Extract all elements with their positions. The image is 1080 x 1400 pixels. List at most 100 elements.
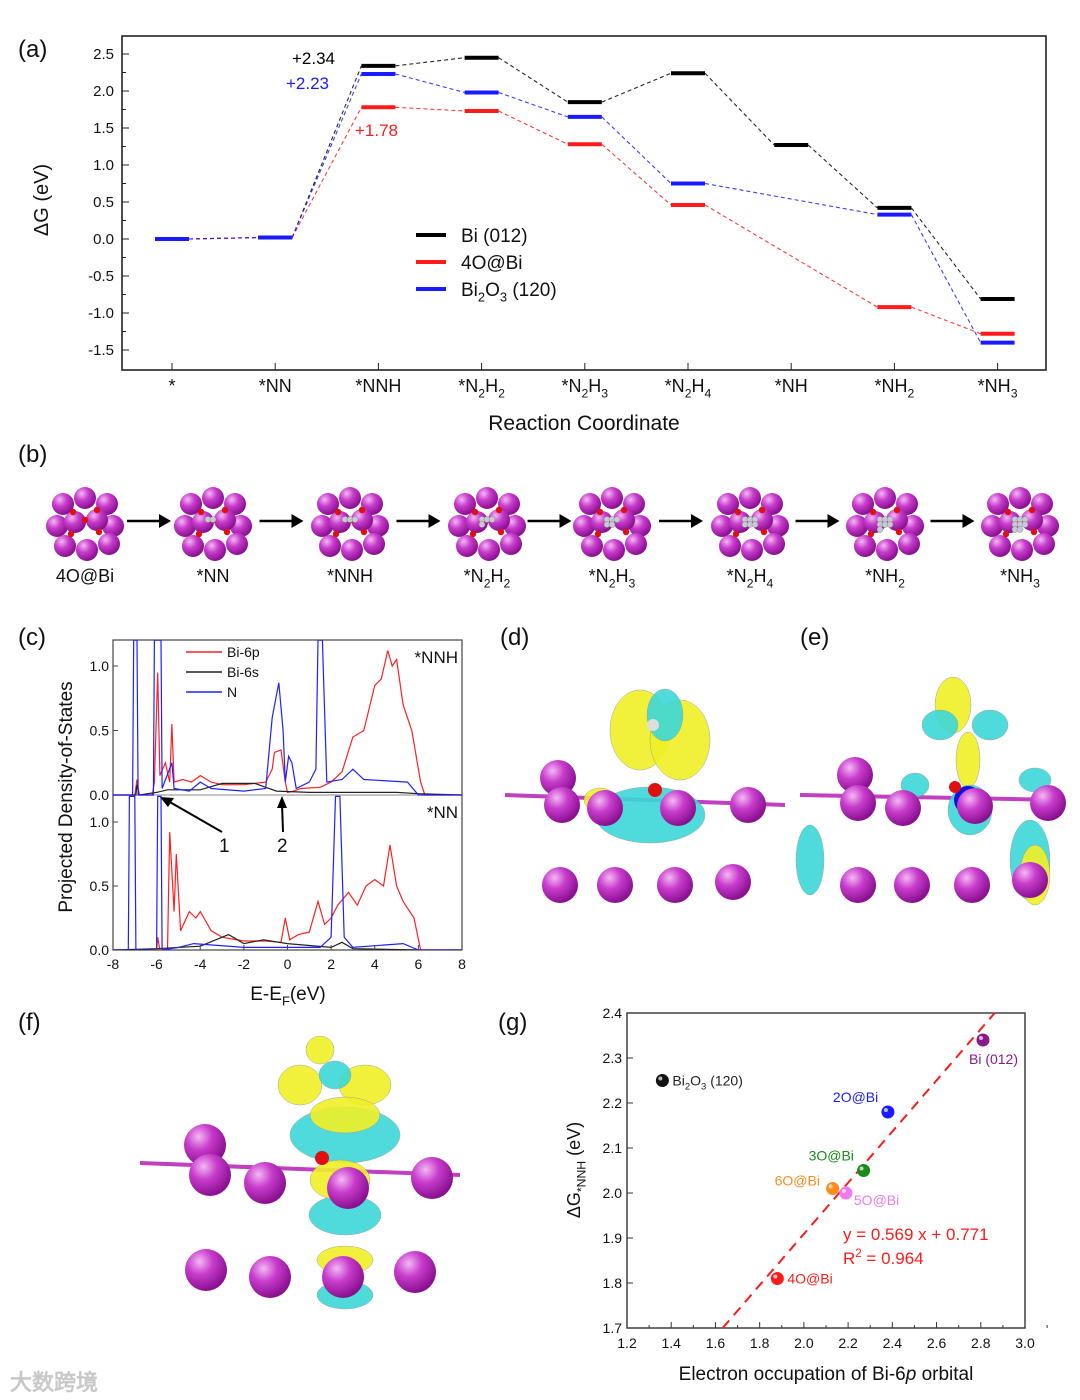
panel-label-e: (e): [800, 624, 829, 651]
text-part: *NH: [775, 376, 808, 396]
adsorbate-atom: [351, 516, 359, 523]
text-part: 5O@Bi: [854, 1192, 899, 1208]
text-part: O: [485, 280, 500, 301]
bi-atom: [763, 533, 785, 555]
legend-label: N: [227, 684, 237, 700]
o-atom: [471, 508, 479, 516]
x-tick-label: 8: [458, 956, 466, 972]
legend-label: Bi (012): [461, 226, 528, 247]
structure-label: *N2​H4​: [727, 566, 774, 590]
structure-label: *NNH: [327, 566, 373, 586]
o-atom: [332, 530, 340, 538]
text-part: *NNH: [355, 376, 401, 396]
structure-label: *NN: [196, 566, 229, 586]
o-atom: [867, 530, 875, 538]
bi-atom: [1011, 539, 1033, 561]
connector-line: [704, 182, 878, 216]
y-tick-label: 0.0: [90, 787, 110, 803]
o-atom: [497, 528, 505, 536]
subplot-label: *NNH: [415, 648, 458, 667]
bi-atom: [174, 515, 196, 537]
fit-r-squared: R2​ = 0.964: [843, 1248, 924, 1268]
connector-line: [601, 72, 672, 103]
bi-atom: [411, 1157, 453, 1199]
connector-line: [498, 57, 569, 103]
pdos-line-bi-6s: [113, 933, 462, 950]
bi-atom: [46, 515, 68, 537]
text-part: Bi (012): [969, 1051, 1018, 1067]
text-part: 2: [484, 576, 491, 590]
o-atom: [1002, 530, 1010, 538]
adsorbate-atom: [478, 521, 486, 528]
arrow-head-icon: [962, 514, 975, 528]
arrow-label-2: 2: [277, 836, 288, 857]
o-atom: [495, 506, 503, 514]
bi-atom: [852, 493, 874, 515]
point-label: 5O@Bi: [854, 1192, 899, 1208]
o-atom: [221, 506, 229, 514]
pdos-line-n: [113, 640, 462, 796]
bi-atom: [625, 533, 647, 555]
point-label: 6O@Bi: [775, 1173, 820, 1189]
y-tick-label: 1.0: [93, 157, 114, 174]
bi-atom: [837, 757, 873, 793]
energy-annotation: +1.78: [355, 121, 398, 140]
o-atom: [622, 528, 630, 536]
x-tick-label: 1.2: [617, 1335, 637, 1351]
bi-atom: [182, 535, 204, 557]
structure-label: *N2​H3​: [589, 566, 636, 590]
x-tick-label: *NH3​: [978, 376, 1018, 400]
bi-atom: [657, 867, 693, 903]
o-atom: [648, 783, 662, 797]
x-tick-label: -8: [107, 956, 120, 972]
text-part: *NH: [978, 376, 1011, 396]
text-part: *N: [589, 566, 609, 586]
panel-label-d: (d): [500, 624, 529, 651]
text-part: 4O@Bi: [56, 566, 114, 586]
legend-label: Bi-6p: [227, 644, 260, 660]
text-part: *NNH: [327, 566, 373, 586]
x-tick-label: 3.0: [1015, 1335, 1035, 1351]
adsorbate-atom: [1021, 521, 1029, 528]
free-energy-diagram: 2.5 2.0 1.5 1.0 0.5 0.0 -0.5 -1.0 -1.5 * *NN *NNH *N…: [31, 35, 1047, 435]
text-part: 2: [478, 290, 485, 305]
panel-label-g: (g): [498, 1009, 527, 1036]
charge-density-difference: [139, 1035, 461, 1310]
bi-atom: [224, 493, 246, 515]
subplot-label: *NN: [427, 803, 458, 822]
o-atom: [360, 528, 368, 536]
text-part: *NN: [259, 376, 292, 396]
isosurface-cyan: [795, 824, 825, 896]
bi-atom: [86, 509, 108, 531]
o-atom: [334, 508, 342, 516]
o-atom: [195, 530, 203, 538]
data-point: [976, 1033, 990, 1047]
bond-line: [799, 793, 1066, 802]
adsorbate-atom: [751, 521, 759, 528]
o-atom: [949, 781, 961, 793]
text-part: = 0.964: [862, 1249, 924, 1268]
x-tick-label: 0: [284, 956, 292, 972]
arrow-label-1: 1: [219, 836, 230, 857]
o-atom: [81, 516, 89, 524]
text-part: H: [754, 566, 767, 586]
data-point-highlight: [828, 1184, 833, 1189]
o-atom: [732, 530, 740, 538]
point-label: Bi (012): [969, 1051, 1018, 1067]
bi-atom: [954, 867, 990, 903]
text-part: (eV): [290, 984, 326, 1005]
bi-atom: [454, 493, 476, 515]
o-atom: [758, 506, 766, 514]
isosurface-cyan: [971, 709, 1009, 741]
panel-label-f: (f): [18, 1009, 41, 1036]
o-atom: [93, 506, 101, 514]
isosurface-cyan: [646, 688, 684, 742]
bi-atom: [456, 535, 478, 557]
bi-atom: [339, 487, 361, 509]
text-part: Bi: [672, 1073, 684, 1089]
arrow-head-icon: [291, 514, 304, 528]
y-tick-label: -1.0: [88, 305, 114, 322]
o-atom: [69, 508, 77, 516]
y-tick-label: 2.3: [603, 1050, 623, 1066]
text-part: Bi: [461, 280, 478, 301]
